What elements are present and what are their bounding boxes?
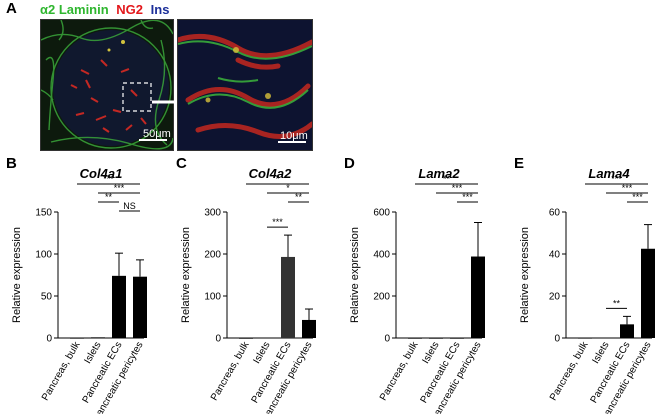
col4a2-significance-label-0: * [276,174,280,184]
col4a1-bar-0 [70,337,84,339]
lama2-y-tick-label-0: 0 [384,334,390,345]
col4a1-y-tick-label-1: 50 [41,292,53,303]
col4a2-chart-title: Col4a2 [249,166,292,181]
panel-label-c: C [176,155,187,172]
col4a1-y-axis-label: Relative expression [11,227,23,323]
micrograph-overview-image [41,20,173,150]
lama4-category-label-0: Pancreas, bulk [548,339,591,403]
col4a1-y-tick-label-3: 150 [35,208,52,219]
lama4-significance-label-3: ** [613,298,621,308]
lama4-y-tick-label-0: 0 [554,334,560,345]
bar-charts: Col4a1 0 50 100 150 Relative expression Pancre… [11,166,655,414]
stain-legend: α2 Laminin NG2 Ins [40,2,173,17]
lama4-significance-label-1: *** [622,183,633,193]
lama2-y-tick-label-1: 200 [373,292,390,303]
lama2-bar-1 [429,337,443,339]
lama4-y-tick-label-3: 60 [549,208,561,219]
panel-label-e: E [514,155,525,172]
col4a1-significance-label-3: NS [123,201,136,211]
col4a1-category-label-1: Islets [82,340,103,366]
col4a1-significance-label-0: *** [103,174,114,184]
col4a2-y-tick-label-3: 300 [204,208,221,219]
lama4-bar-2 [620,324,634,338]
lama4-y-tick-label-1: 20 [549,292,561,303]
col4a1-chart-title: Col4a1 [80,166,123,181]
col4a1-bar-3 [133,276,147,338]
col4a1-significance-label-2: ** [105,192,113,202]
lama4-category-label-1: Islets [590,340,611,366]
col4a2-category-label-0: Pancreas, bulk [209,339,252,403]
micrograph-zoom: 10μm [177,19,313,151]
col4a2-bar-0 [239,337,253,339]
lama2-y-axis-label: Relative expression [349,227,361,323]
lama4-bar-3 [641,248,655,338]
micrograph-overview: 50μm [40,19,174,151]
panel-label-b: B [6,155,17,172]
col4a2-bar-3 [302,319,316,338]
micrograph-zoom-image [178,20,312,150]
lama4-bar-1 [599,337,613,339]
col4a1-bar-1 [91,337,105,339]
col4a1-category-label-0: Pancreas, bulk [40,339,83,403]
col4a2-y-tick-label-0: 0 [215,334,221,345]
lama4-chart-title: Lama4 [588,166,630,181]
col4a2-significance-label-3: *** [272,217,283,227]
col4a1-bar-2 [112,275,126,338]
lama2-category-label-1: Islets [420,340,441,366]
lama4-significance-label-0: *** [611,174,622,184]
col4a2-y-axis-label: Relative expression [180,227,192,323]
lama4-bar-0 [578,337,592,339]
col4a2-bar-2 [281,256,295,338]
col4a2-bar-1 [260,337,274,339]
lama2-bar-0 [408,337,422,339]
scale-bar-label-overview: 50μm [143,128,171,140]
lama2-significance-label-0: ** [443,174,451,184]
col4a2-significance-label-1: * [286,183,290,193]
lama2-y-tick-label-2: 400 [373,250,390,261]
lama2-significance-label-1: *** [452,183,463,193]
lama2-chart-title: Lama2 [418,166,460,181]
lama2-bar-2 [450,337,464,339]
stain-legend-ins: Ins [150,2,170,17]
lama4-significance-label-2: *** [632,192,643,202]
col4a2-significance-label-2: ** [295,192,303,202]
stain-legend-ng2: NG2 [116,2,144,17]
lama4-y-tick-label-2: 40 [549,250,561,261]
col4a2-y-tick-label-2: 200 [204,250,221,261]
panel-label-a: A [6,0,17,17]
panel-label-d: D [344,155,355,172]
lama4-y-axis-label: Relative expression [519,227,531,323]
col4a1-y-tick-label-0: 0 [46,334,52,345]
lama2-category-label-0: Pancreas, bulk [378,339,421,403]
scale-bar-label-zoom: 10μm [280,130,308,142]
col4a1-significance-label-1: *** [114,183,125,193]
lama2-bar-3 [471,256,485,338]
stain-legend-laminin: α2 Laminin [40,2,109,17]
col4a1-y-tick-label-2: 100 [35,250,52,261]
col4a2-y-tick-label-1: 100 [204,292,221,303]
lama2-significance-label-2: *** [462,192,473,202]
lama2-y-tick-label-3: 600 [373,208,390,219]
col4a2-category-label-1: Islets [251,340,272,366]
